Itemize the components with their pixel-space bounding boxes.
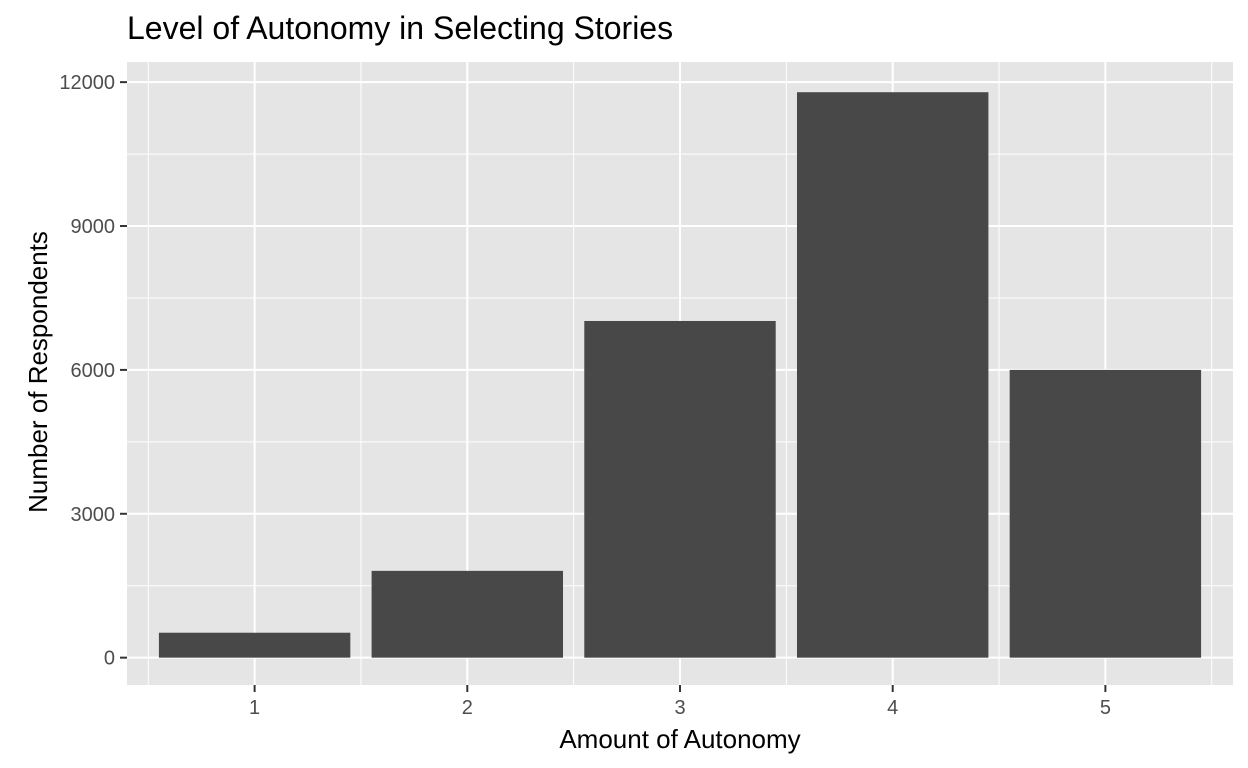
x-axis-title: Amount of Autonomy <box>559 724 800 754</box>
bar-1 <box>158 632 351 658</box>
y-tick-label: 9000 <box>71 216 116 238</box>
bar-3 <box>584 320 776 658</box>
chart-title: Level of Autonomy in Selecting Stories <box>127 10 673 46</box>
y-tick-label: 12000 <box>59 72 115 94</box>
y-tick-label: 3000 <box>71 504 116 526</box>
y-axis: 0 3000 6000 9000 12000 <box>59 72 127 670</box>
x-axis: 1 2 3 4 5 <box>249 685 1111 719</box>
x-tick-label: 2 <box>462 697 473 719</box>
bar-2 <box>371 570 564 658</box>
y-tick-label: 6000 <box>71 360 116 382</box>
bar-4 <box>796 92 989 658</box>
x-tick-label: 3 <box>674 697 685 719</box>
x-tick-label: 4 <box>887 697 898 719</box>
y-axis-title: Number of Respondents <box>23 231 53 513</box>
y-tick-label: 0 <box>104 648 115 670</box>
bars <box>158 92 1202 658</box>
x-tick-label: 5 <box>1100 697 1111 719</box>
bar-5 <box>1009 369 1202 658</box>
x-tick-label: 1 <box>249 697 260 719</box>
